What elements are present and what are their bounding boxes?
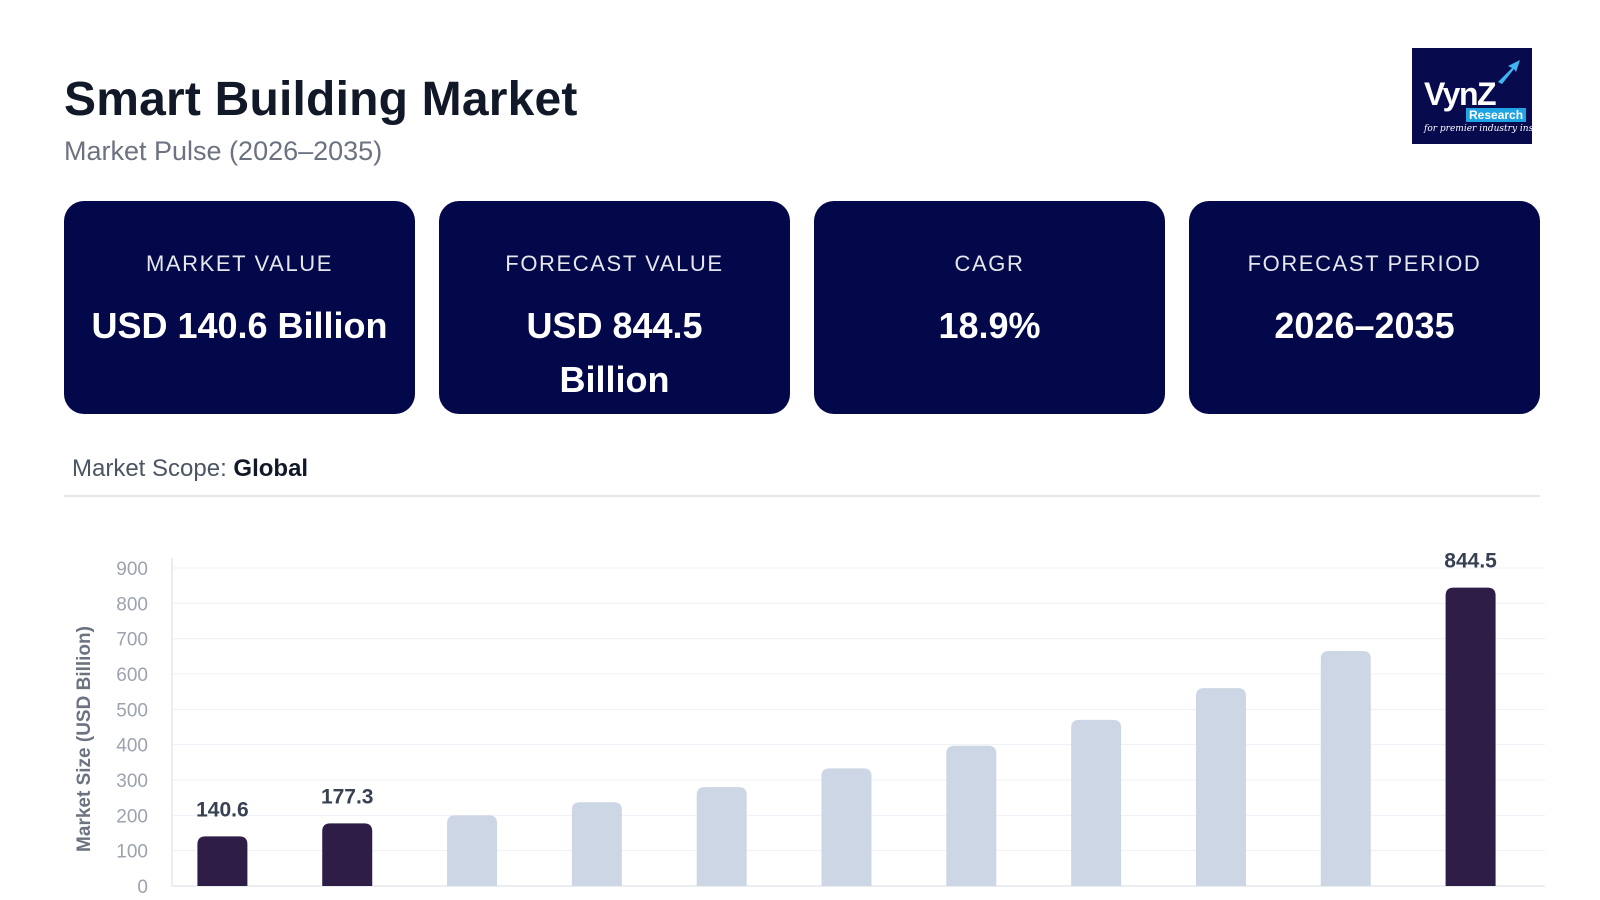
page-subtitle: Market Pulse (2026–2035) — [64, 136, 383, 166]
kpi-value: 2026–2035 — [1274, 305, 1455, 346]
kpi-card-forecast-value: FORECAST VALUE USD 844.5 Billion — [439, 201, 790, 414]
y-tick-label: 500 — [116, 700, 148, 721]
logo-sub: Research — [1466, 108, 1527, 122]
scope-value: Global — [233, 455, 309, 482]
bar — [946, 745, 997, 886]
logo-tagline: for premier industry insights — [1424, 124, 1556, 134]
data-label: 177.3 — [321, 785, 374, 808]
bar — [1445, 587, 1496, 886]
y-tick-label: 100 — [116, 842, 148, 863]
y-tick-label: 400 — [116, 736, 148, 757]
y-tick-label: 300 — [116, 771, 148, 792]
scope-label: Market Scope: — [72, 455, 227, 482]
data-label: 140.6 — [196, 798, 249, 821]
y-tick-label: 200 — [116, 806, 148, 827]
kpi-label: FORECAST PERIOD — [1247, 251, 1482, 276]
bar — [1320, 651, 1371, 886]
y-tick-label: 0 — [137, 877, 148, 898]
kpi-value: USD 844.5 Billion — [526, 305, 703, 400]
y-tick-label: 600 — [116, 665, 148, 686]
divider — [64, 495, 1540, 497]
y-tick-label: 800 — [116, 594, 148, 615]
kpi-value: USD 140.6 Billion — [91, 305, 388, 346]
data-label: 844.5 — [1444, 550, 1497, 573]
market-scope: Market Scope: Global — [72, 455, 308, 483]
y-tick-label: 900 — [116, 559, 148, 580]
kpi-label: FORECAST VALUE — [505, 251, 724, 276]
bar — [821, 768, 872, 886]
logo-word: VynZ — [1424, 76, 1497, 112]
kpi-card-forecast-period: FORECAST PERIOD 2026–2035 — [1189, 201, 1540, 414]
kpi-cards: MARKET VALUE USD 140.6 Billion FORECAST … — [64, 201, 1540, 414]
arrow-logo-icon — [1498, 60, 1520, 84]
y-axis-label: Market Size (USD Billion) — [74, 626, 95, 852]
y-tick-label: 700 — [116, 630, 148, 651]
bar — [696, 787, 747, 886]
bar — [571, 802, 622, 886]
kpi-card-cagr: CAGR 18.9% — [814, 201, 1165, 414]
bar — [322, 823, 373, 886]
bar — [447, 815, 498, 886]
page-title: Smart Building Market — [64, 73, 578, 126]
kpi-card-market-value: MARKET VALUE USD 140.6 Billion — [64, 201, 415, 414]
bar — [1195, 688, 1246, 886]
bar — [197, 836, 248, 886]
kpi-value: 18.9% — [938, 305, 1041, 346]
bar — [1071, 719, 1122, 886]
kpi-label: CAGR — [954, 251, 1025, 276]
kpi-label: MARKET VALUE — [145, 251, 334, 276]
brand-logo: VynZ Research for premier industry insig… — [1412, 48, 1556, 144]
market-size-bar-chart: 0 100 200 300 400 500 600 700 800 900 Market Size … — [74, 550, 1545, 898]
